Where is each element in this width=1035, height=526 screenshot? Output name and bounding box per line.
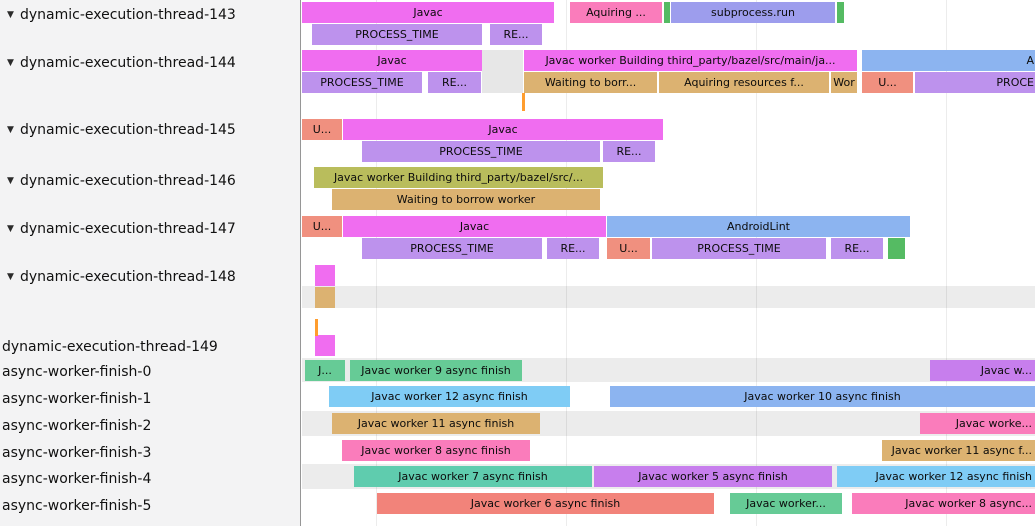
trace-slice-process-time[interactable]: PROCESS_TIME — [312, 24, 482, 45]
background-band — [482, 50, 523, 93]
track-label: dynamic-execution-thread-144 — [20, 54, 236, 71]
trace-slice-u[interactable]: U... — [302, 216, 342, 237]
trace-slice-u[interactable]: U... — [862, 72, 913, 93]
trace-slice-unlabeled[interactable] — [664, 2, 670, 23]
track-row-async-worker-finish-0[interactable]: async-worker-finish-0 — [0, 361, 300, 382]
track-label: dynamic-execution-thread-148 — [20, 268, 236, 285]
collapse-arrow-icon[interactable]: ▼ — [7, 271, 14, 282]
grid-line — [566, 0, 567, 526]
trace-slice-javac-worker-8-async[interactable]: Javac worker 8 async... — [852, 493, 1035, 514]
trace-slice-javac-worker-9-async-finish[interactable]: Javac worker 9 async finish — [350, 360, 522, 381]
track-row-async-worker-finish-1[interactable]: async-worker-finish-1 — [0, 388, 300, 409]
track-row-dynamic-execution-thread-149[interactable]: dynamic-execution-thread-149 — [0, 336, 300, 357]
track-row-dynamic-execution-thread-143[interactable]: ▼ dynamic-execution-thread-143 — [0, 4, 300, 25]
trace-slice-re[interactable]: RE... — [603, 141, 655, 162]
grid-line — [756, 0, 757, 526]
trace-slice-javac-worker-12-async-finish[interactable]: Javac worker 12 async finish — [329, 386, 570, 407]
trace-slice-re[interactable]: RE... — [831, 238, 883, 259]
trace-slice-unlabeled[interactable] — [315, 265, 335, 286]
trace-slice-unlabeled[interactable] — [837, 2, 844, 23]
track-row-dynamic-execution-thread-147[interactable]: ▼ dynamic-execution-thread-147 — [0, 218, 300, 239]
trace-slice-javac-worker-building-third-party-bazel-src[interactable]: Javac worker Building third_party/bazel/… — [314, 167, 603, 188]
track-name-sidebar: ▼ dynamic-execution-thread-143 ▼ dynamic-ex… — [0, 0, 301, 526]
track-label: dynamic-execution-thread-143 — [20, 6, 236, 23]
track-row-async-worker-finish-5[interactable]: async-worker-finish-5 — [0, 495, 300, 516]
track-row-async-worker-finish-2[interactable]: async-worker-finish-2 — [0, 415, 300, 436]
trace-slice-javac-worker-12-async-finish[interactable]: Javac worker 12 async finish — [837, 466, 1035, 487]
trace-slice-aquiring-resources-f[interactable]: Aquiring resources f... — [659, 72, 829, 93]
trace-slice-javac-worker-7-async-finish[interactable]: Javac worker 7 async finish — [354, 466, 592, 487]
track-label: async-worker-finish-1 — [2, 390, 152, 407]
track-row-async-worker-finish-3[interactable]: async-worker-finish-3 — [0, 442, 300, 463]
track-label: dynamic-execution-thread-147 — [20, 220, 236, 237]
collapse-arrow-icon[interactable]: ▼ — [7, 57, 14, 68]
trace-slice-a[interactable]: A — [862, 50, 1035, 71]
track-row-dynamic-execution-thread-146[interactable]: ▼ dynamic-execution-thread-146 — [0, 170, 300, 191]
trace-slice-waiting-to-borrow-worker[interactable]: Waiting to borrow worker — [332, 189, 600, 210]
track-label: async-worker-finish-5 — [2, 497, 152, 514]
trace-slice-javac[interactable]: Javac — [343, 119, 663, 140]
trace-slice-re[interactable]: RE... — [428, 72, 481, 93]
timeline-canvas[interactable]: Javac Aquiring ... subprocess.run PROCESS_T… — [302, 0, 1035, 526]
instant-event-marker[interactable] — [315, 319, 318, 336]
trace-slice-subprocess-run[interactable]: subprocess.run — [671, 2, 835, 23]
trace-slice-j[interactable]: J... — [305, 360, 345, 381]
trace-slice-javac-worker-5-async-finish[interactable]: Javac worker 5 async finish — [594, 466, 832, 487]
trace-slice-u[interactable]: U... — [607, 238, 650, 259]
track-label: async-worker-finish-2 — [2, 417, 152, 434]
track-label: async-worker-finish-4 — [2, 470, 152, 487]
collapse-arrow-icon[interactable]: ▼ — [7, 175, 14, 186]
instant-event-marker[interactable] — [522, 93, 525, 111]
trace-slice-javac-worker-11-async-f[interactable]: Javac worker 11 async f... — [882, 440, 1035, 461]
track-label: async-worker-finish-3 — [2, 444, 152, 461]
track-label: dynamic-execution-thread-146 — [20, 172, 236, 189]
grid-line — [376, 0, 377, 526]
trace-slice-re[interactable]: RE... — [547, 238, 599, 259]
trace-slice-unlabeled[interactable] — [888, 238, 905, 259]
trace-slice-javac-worker-8-async-finish[interactable]: Javac worker 8 async finish — [342, 440, 530, 461]
track-label: dynamic-execution-thread-145 — [20, 121, 236, 138]
grid-line — [946, 0, 947, 526]
trace-slice-javac[interactable]: Javac — [343, 216, 606, 237]
trace-slice-javac-worker[interactable]: Javac worker... — [730, 493, 842, 514]
trace-slice-proce[interactable]: PROCE — [915, 72, 1035, 93]
trace-slice-androidlint[interactable]: AndroidLint — [607, 216, 910, 237]
trace-slice-process-time[interactable]: PROCESS_TIME — [302, 72, 422, 93]
trace-slice-process-time[interactable]: PROCESS_TIME — [652, 238, 826, 259]
track-row-dynamic-execution-thread-144[interactable]: ▼ dynamic-execution-thread-144 — [0, 52, 300, 73]
track-row-async-worker-finish-4[interactable]: async-worker-finish-4 — [0, 468, 300, 489]
trace-slice-u[interactable]: U... — [302, 119, 342, 140]
trace-slice-aquiring[interactable]: Aquiring ... — [570, 2, 662, 23]
trace-slice-javac-worke[interactable]: Javac worke... — [920, 413, 1035, 434]
track-label: async-worker-finish-0 — [2, 363, 152, 380]
trace-slice-process-time[interactable]: PROCESS_TIME — [362, 238, 542, 259]
collapse-arrow-icon[interactable]: ▼ — [7, 9, 14, 20]
trace-slice-javac-worker-building-third-party-bazel-src-main-ja[interactable]: Javac worker Building third_party/bazel/… — [524, 50, 857, 71]
track-row-dynamic-execution-thread-145[interactable]: ▼ dynamic-execution-thread-145 — [0, 119, 300, 140]
track-row-dynamic-execution-thread-148[interactable]: ▼ dynamic-execution-thread-148 — [0, 266, 300, 287]
trace-slice-javac-worker-10-async-finish[interactable]: Javac worker 10 async finish — [610, 386, 1035, 407]
trace-slice-waiting-to-borr[interactable]: Waiting to borr... — [524, 72, 657, 93]
collapse-arrow-icon[interactable]: ▼ — [7, 124, 14, 135]
trace-slice-unlabeled[interactable] — [315, 335, 335, 356]
trace-slice-javac-worker-11-async-finish[interactable]: Javac worker 11 async finish — [332, 413, 540, 434]
track-label: dynamic-execution-thread-149 — [2, 338, 218, 355]
trace-slice-javac-worker-6-async-finish[interactable]: Javac worker 6 async finish — [377, 493, 714, 514]
background-band — [302, 286, 1035, 308]
trace-slice-unlabeled[interactable] — [315, 287, 335, 308]
trace-slice-javac-w[interactable]: Javac w... — [930, 360, 1035, 381]
trace-slice-wor[interactable]: Wor — [831, 72, 857, 93]
collapse-arrow-icon[interactable]: ▼ — [7, 223, 14, 234]
trace-slice-javac[interactable]: Javac — [302, 2, 554, 23]
trace-slice-re[interactable]: RE... — [490, 24, 542, 45]
trace-slice-javac[interactable]: Javac — [302, 50, 482, 71]
trace-slice-process-time[interactable]: PROCESS_TIME — [362, 141, 600, 162]
